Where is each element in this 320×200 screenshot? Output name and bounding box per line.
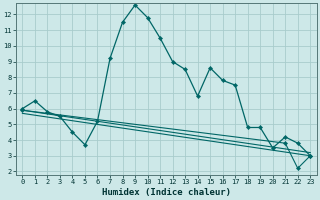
X-axis label: Humidex (Indice chaleur): Humidex (Indice chaleur)	[102, 188, 231, 197]
